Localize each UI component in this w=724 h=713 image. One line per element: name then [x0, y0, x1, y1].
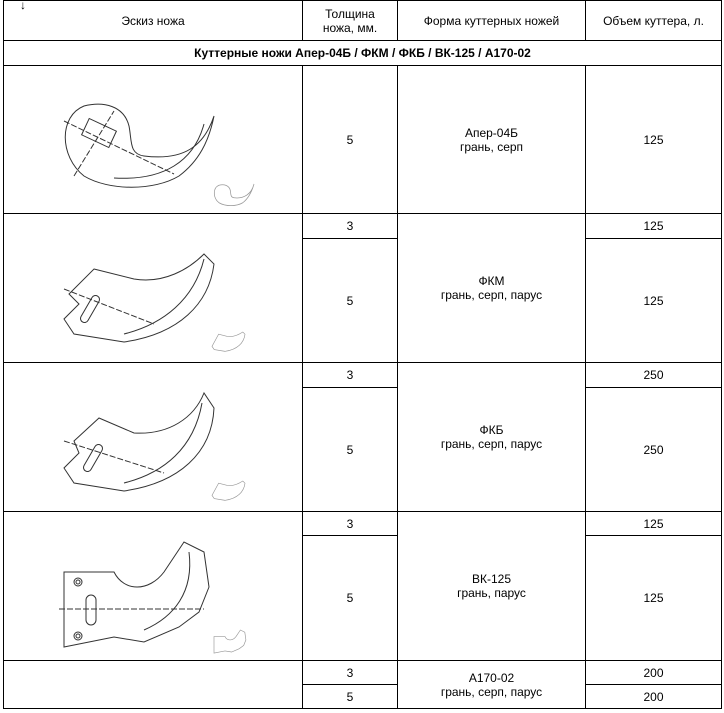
header-form: Форма куттерных ножей — [397, 0, 586, 41]
header-thickness: Толщина ножа, мм. — [302, 0, 398, 41]
table-row: 5 200 — [4, 684, 722, 709]
knife-sketch-empty — [3, 660, 303, 709]
volume-cell: 250 — [585, 387, 722, 512]
table-row: 5 250 — [4, 387, 722, 512]
knife-sketch-fkb — [3, 362, 303, 512]
thickness-cell: 3 — [302, 660, 398, 685]
volume-cell: 200 — [585, 684, 722, 709]
thickness-cell: 5 — [302, 535, 398, 661]
form-cell: А170-02 грань, серп, парус — [397, 660, 586, 709]
table-row: 5 Апер-04Б грань, серп 125 — [3, 65, 722, 214]
thickness-cell: 5 — [302, 65, 398, 214]
header-sketch: Эскиз ножа — [3, 0, 303, 41]
table-row: 3 ФКМ грань, серп, парус 125 — [3, 213, 722, 363]
volume-cell: 125 — [585, 213, 722, 239]
table-row: 5 125 — [4, 238, 722, 363]
form-cell: ФКМ грань, серп, парус — [397, 213, 586, 363]
header-volume: Объем куттера, л. — [585, 0, 722, 41]
knives-table: Эскиз ножа Толщина ножа, мм. Форма куттер… — [3, 0, 722, 709]
volume-cell: 125 — [585, 511, 722, 536]
header-row: Эскиз ножа Толщина ножа, мм. Форма куттер… — [3, 0, 722, 41]
form-cell: Апер-04Б грань, серп — [397, 65, 586, 214]
table-row: 5 125 — [4, 535, 722, 661]
knife-sketch-aper — [3, 65, 303, 214]
table-row: 3 ВК-125 грань, парус 125 — [3, 511, 722, 661]
thickness-cell: 3 — [302, 213, 398, 239]
thickness-cell: 5 — [302, 684, 398, 709]
table-row: 3 А170-02 грань, серп, парус 200 — [3, 660, 722, 709]
thickness-cell: 3 — [302, 511, 398, 536]
form-cell: ФКБ грань, серп, парус — [397, 362, 586, 512]
knife-sketch-fkm — [3, 213, 303, 363]
volume-cell: 125 — [585, 238, 722, 363]
section-row: Куттерные ножи Апер-04Б / ФКМ / ФКБ / ВК… — [3, 40, 722, 66]
volume-cell: 125 — [585, 535, 722, 661]
form-cell: ВК-125 грань, парус — [397, 511, 586, 661]
knife-sketch-vk125 — [3, 511, 303, 661]
volume-cell: 200 — [585, 660, 722, 685]
thickness-cell: 5 — [302, 238, 398, 363]
volume-cell: 250 — [585, 362, 722, 388]
table-row: 3 ФКБ грань, серп, парус 250 — [3, 362, 722, 512]
volume-cell: 125 — [585, 65, 722, 214]
thickness-cell: 3 — [302, 362, 398, 388]
section-title: Куттерные ножи Апер-04Б / ФКМ / ФКБ / ВК… — [3, 40, 722, 66]
thickness-cell: 5 — [302, 387, 398, 512]
